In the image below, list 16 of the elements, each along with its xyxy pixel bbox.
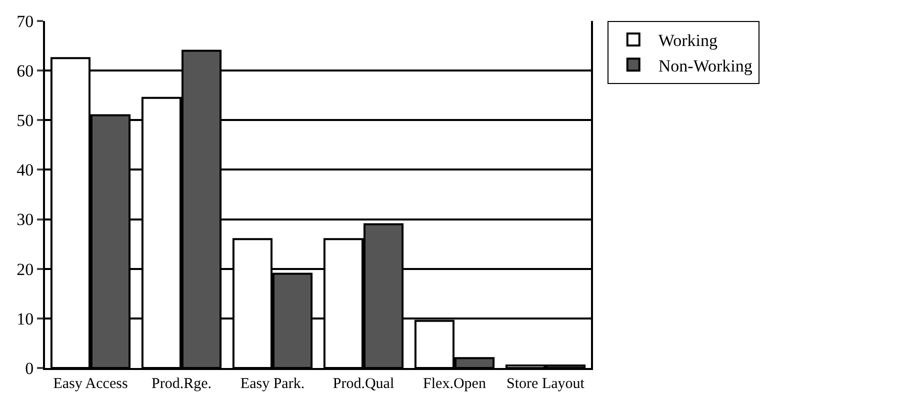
y-tick-label: 70 (16, 12, 34, 31)
y-tick-label: 60 (16, 62, 34, 81)
y-tick-label: 20 (16, 260, 34, 279)
legend-label: Non-Working (658, 56, 753, 76)
x-tick-label: Easy Park. (240, 376, 305, 392)
y-tick-label: 0 (25, 358, 34, 378)
legend-label: Working (658, 31, 718, 50)
y-tick-label: 40 (16, 160, 34, 180)
y-tick-label: 30 (16, 210, 34, 230)
x-tick-label: Easy Access (53, 376, 128, 392)
x-tick-label: Flex.Open (423, 376, 486, 392)
y-tick-label: 10 (16, 309, 34, 328)
x-tick-label: Store Layout (506, 376, 586, 392)
y-tick-label: 50 (16, 111, 34, 130)
x-tick-label: Prod.Qual (332, 376, 394, 392)
x-tick-label: Prod.Rge. (152, 376, 212, 392)
